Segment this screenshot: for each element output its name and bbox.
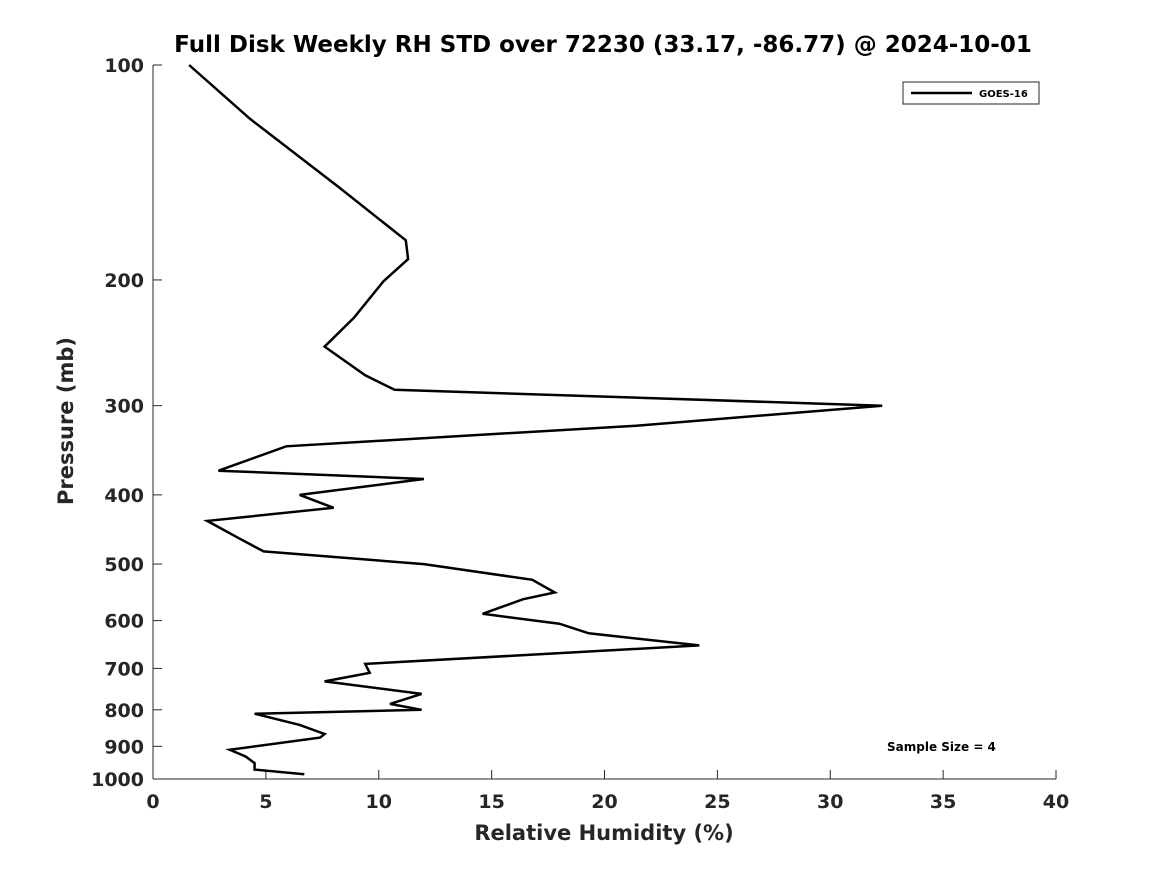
y-ticks: 100 200 300 400 500 600 700 800 900 1000 <box>91 55 162 791</box>
y-axis-label: Pressure (mb) <box>54 337 78 505</box>
x-axis-label: Relative Humidity (%) <box>474 821 733 845</box>
y-tick-label: 200 <box>104 270 144 292</box>
y-tick-label: 500 <box>104 554 144 576</box>
y-tick-label: 100 <box>104 55 144 77</box>
x-tick-label: 15 <box>478 791 504 813</box>
series-layer <box>188 64 883 776</box>
x-tick-label: 35 <box>930 791 956 813</box>
y-tick-label: 300 <box>104 396 144 418</box>
y-tick-label: 1000 <box>91 769 144 791</box>
x-tick-label: 30 <box>817 791 843 813</box>
x-tick-label: 10 <box>366 791 392 813</box>
y-tick-label: 700 <box>104 658 144 680</box>
y-tick-label: 800 <box>104 700 144 722</box>
plot-axes <box>152 65 1056 780</box>
sample-size-annotation: Sample Size = 4 <box>887 740 996 754</box>
legend-label-goes-16: GOES-16 <box>979 89 1028 100</box>
series-line-goes-16 <box>188 64 883 776</box>
chart-title: Full Disk Weekly RH STD over 72230 (33.1… <box>174 32 1032 58</box>
x-ticks: 0 5 10 15 20 25 30 35 40 <box>146 770 1069 813</box>
x-tick-label: 0 <box>146 791 159 813</box>
x-tick-label: 40 <box>1043 791 1069 813</box>
y-tick-label: 900 <box>104 736 144 758</box>
legend: GOES-16 <box>902 81 1040 105</box>
y-tick-label: 600 <box>104 611 144 633</box>
y-tick-label: 400 <box>104 485 144 507</box>
x-tick-label: 5 <box>259 791 272 813</box>
x-tick-label: 25 <box>704 791 730 813</box>
x-tick-label: 20 <box>591 791 617 813</box>
